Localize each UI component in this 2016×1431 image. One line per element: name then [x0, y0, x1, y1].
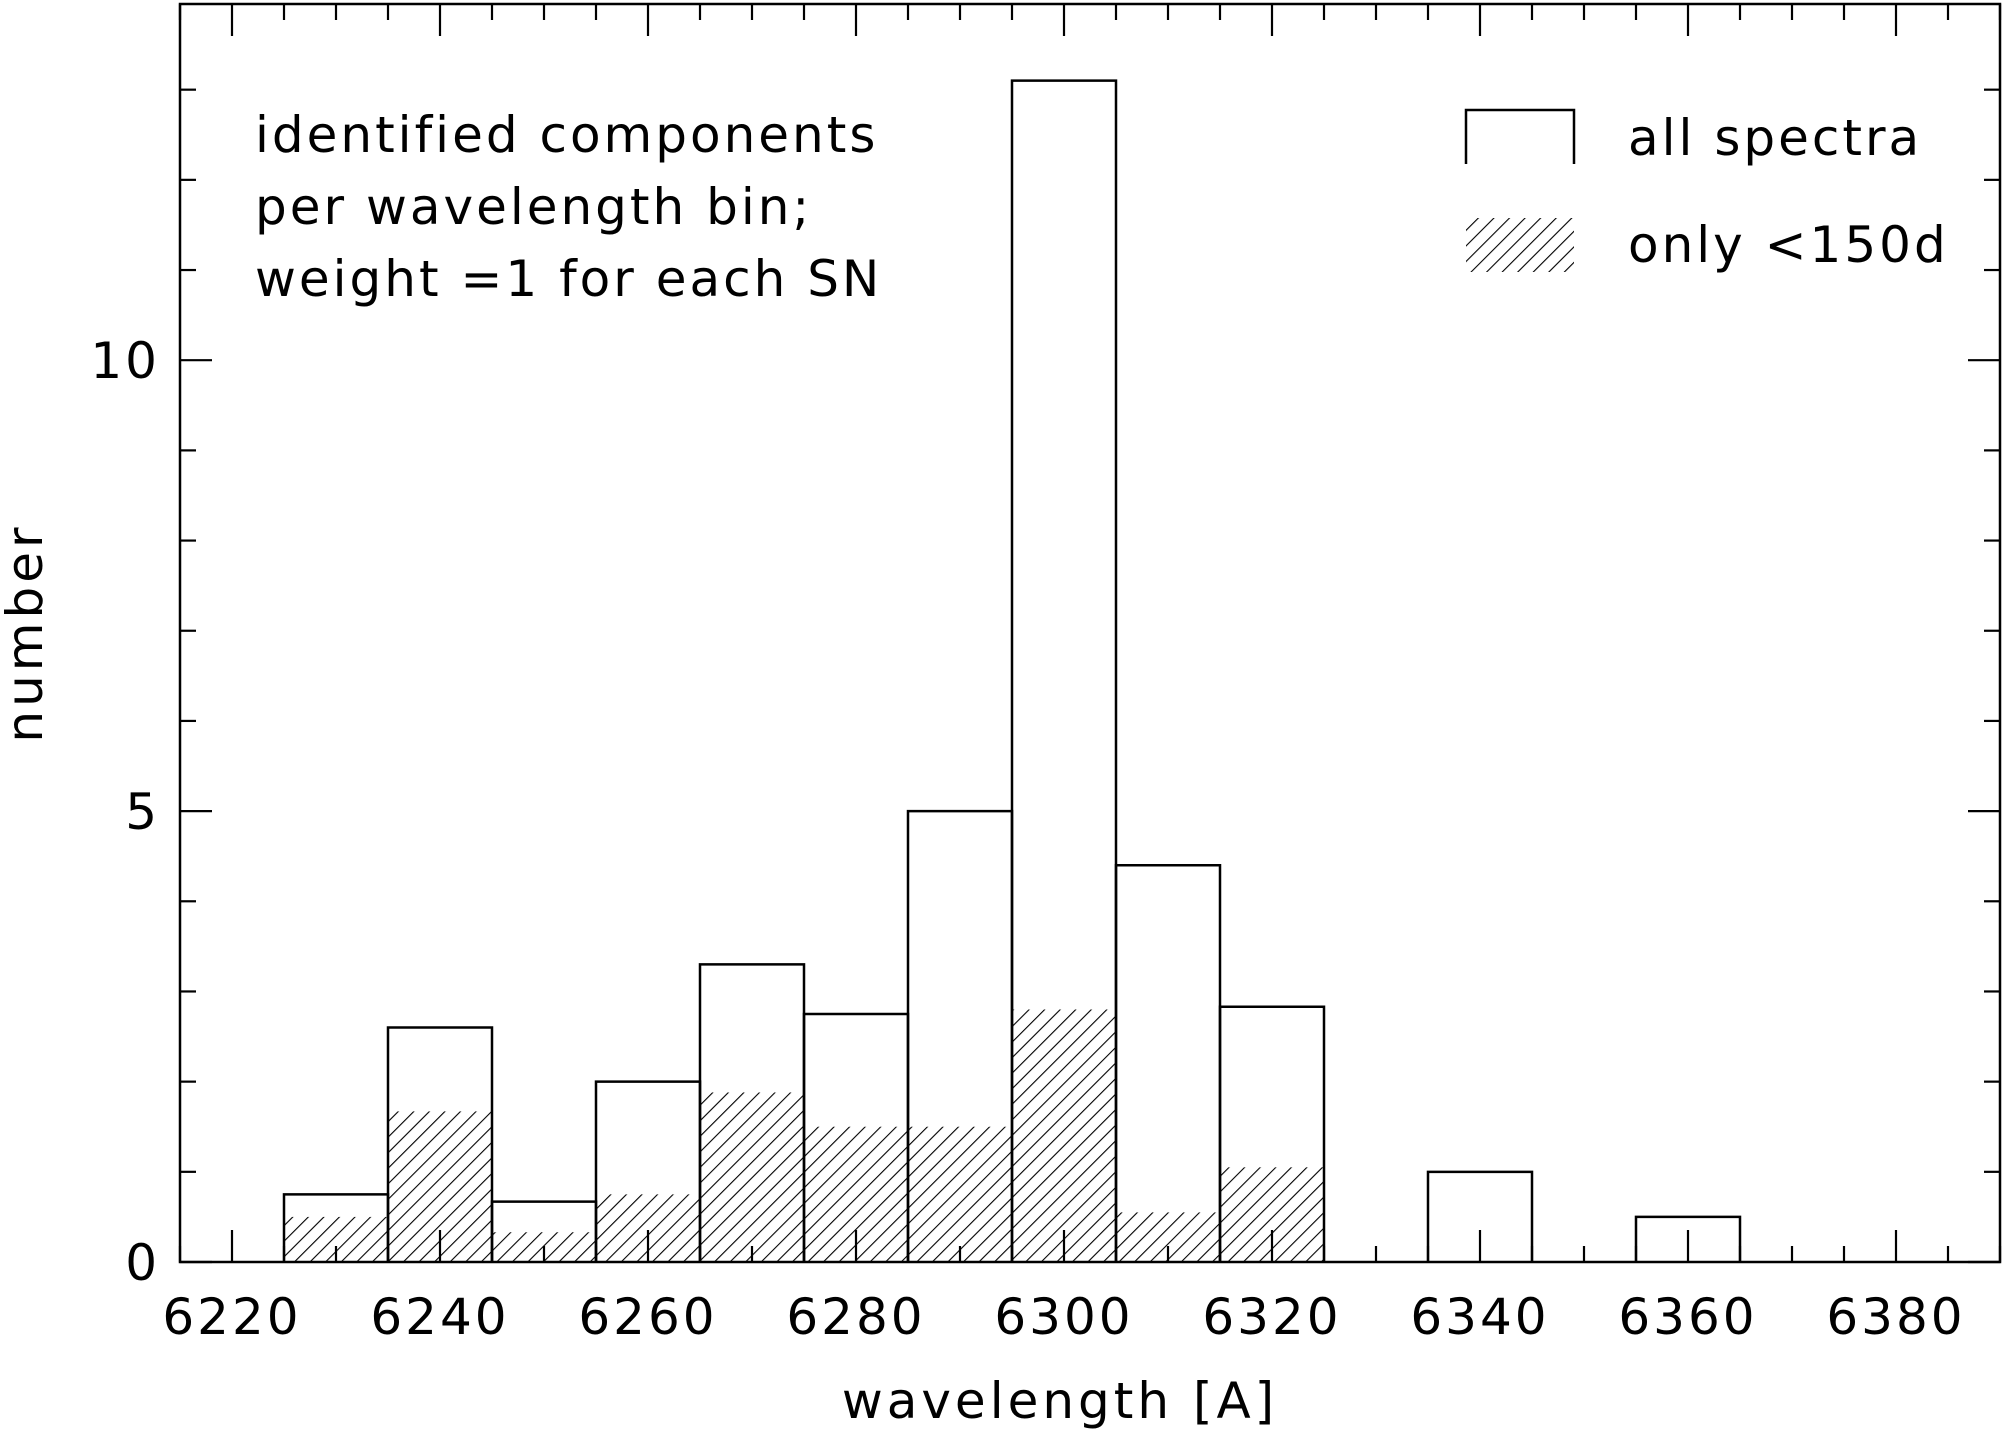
outline-bar-13 [1634, 1215, 1742, 1262]
hatched-bar-4 [700, 1092, 804, 1262]
legend-label-all-spectra: all spectra [1628, 109, 1922, 167]
y-axis-label: number [0, 523, 54, 742]
outline-bar-8 [1114, 863, 1222, 1262]
outline-bar-9 [1218, 1005, 1326, 1262]
axis-ticks [178, 4, 2002, 1264]
x-tick-label: 6220 [162, 1288, 301, 1346]
x-tick-label: 6320 [1202, 1288, 1341, 1346]
axis-tick-labels: 6220 6240 6260 6280 6300 6320 6340 6360 6380 0 5 10 [90, 332, 1965, 1346]
x-tick-label: 6360 [1618, 1288, 1757, 1346]
x-tick-label: 6260 [578, 1288, 717, 1346]
y-tick-label: 10 [90, 332, 160, 390]
outline-bar-7 [1010, 79, 1118, 1262]
x-tick-label: 6240 [370, 1288, 509, 1346]
hatched-bar-6 [908, 1126, 1012, 1262]
legend-hatched-swatch [1466, 218, 1574, 272]
y-tick-label: 5 [125, 783, 160, 841]
x-tick-label: 6300 [994, 1288, 1133, 1346]
y-tick-label: 0 [125, 1234, 160, 1292]
annotation: identified components per wavelength bin;… [255, 106, 882, 308]
legend: all spectra only <150d [1464, 108, 1949, 274]
annotation-line-0: identified components [255, 106, 878, 164]
legend-outline-swatch [1464, 108, 1576, 164]
outline-bars-layer [282, 79, 1742, 1262]
x-axis-label: wavelength [A] [842, 1372, 1278, 1430]
outline-bar-1 [386, 1026, 494, 1262]
x-tick-label: 6380 [1826, 1288, 1965, 1346]
outline-bar-11 [1426, 1170, 1534, 1262]
legend-label-only-150d: only <150d [1628, 216, 1949, 274]
annotation-line-1: per wavelength bin; [255, 178, 812, 236]
annotation-line-2: weight =1 for each SN [255, 250, 882, 308]
x-tick-label: 6280 [786, 1288, 925, 1346]
hatched-bar-7 [1012, 1009, 1116, 1262]
plot-frame [178, 2, 2002, 1264]
x-tick-label: 6340 [1410, 1288, 1549, 1346]
